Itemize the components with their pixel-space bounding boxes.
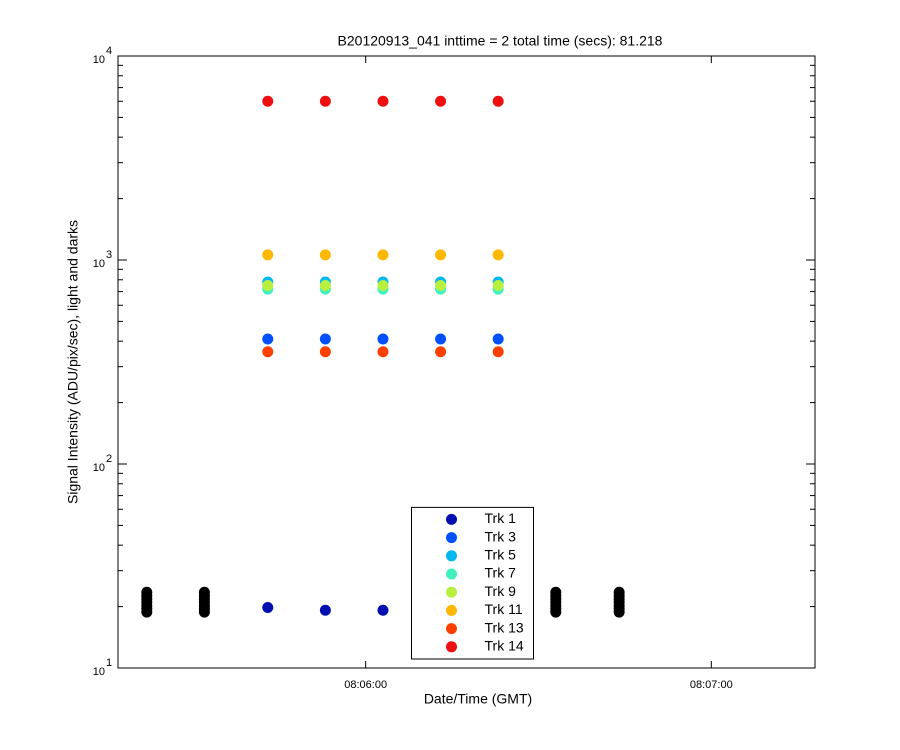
legend-label: Trk 3 (485, 528, 517, 544)
point (377, 346, 389, 358)
point (377, 604, 389, 616)
point (492, 249, 504, 261)
point (435, 333, 447, 345)
legend-label: Trk 5 (485, 547, 517, 563)
legend-label: Trk 11 (485, 601, 523, 617)
point (319, 279, 331, 291)
y-tick-exponent: 4 (106, 45, 112, 57)
y-tick-exponent: 1 (106, 657, 112, 669)
point (377, 333, 389, 345)
y-tick-label: 10 (93, 462, 105, 474)
legend-box (411, 506, 534, 660)
x-tick-label: 08:06:00 (344, 679, 387, 691)
point (141, 586, 153, 598)
legend-marker (446, 623, 457, 635)
point (492, 279, 504, 291)
point (262, 601, 274, 613)
y-tick-label: 10 (93, 54, 105, 66)
legend-label: Trk 7 (485, 565, 517, 581)
point (377, 95, 389, 107)
point (262, 279, 274, 291)
point (550, 586, 562, 598)
legend-marker (446, 550, 457, 562)
point (492, 333, 504, 345)
point (377, 279, 389, 291)
point (319, 333, 331, 345)
point (262, 346, 274, 358)
legend-label: Trk 13 (485, 619, 524, 635)
y-tick-label: 10 (93, 666, 105, 678)
x-tick-label: 08:07:00 (690, 679, 733, 691)
legend-label: Trk 9 (485, 583, 517, 599)
legend-marker (446, 586, 457, 598)
legend-marker (446, 641, 457, 653)
point (435, 346, 447, 358)
point (435, 249, 447, 261)
point (492, 346, 504, 358)
point (198, 586, 210, 598)
y-tick-exponent: 3 (106, 249, 112, 261)
point (435, 279, 447, 291)
point (435, 95, 447, 107)
legend-marker (446, 532, 457, 544)
legend-label: Trk 14 (485, 638, 524, 654)
point (492, 95, 504, 107)
point (262, 95, 274, 107)
point (262, 249, 274, 261)
legend-marker (446, 604, 457, 616)
point (377, 249, 389, 261)
chart-title: B20120913_041 inttime = 2 total time (se… (338, 33, 663, 49)
x-axis-label: Date/Time (GMT) (424, 691, 532, 707)
y-axis-label: Signal Intensity (ADU/pix/sec), light an… (65, 220, 81, 504)
point (319, 95, 331, 107)
point (262, 333, 274, 345)
y-tick-exponent: 2 (106, 453, 112, 465)
point (319, 604, 331, 616)
legend-marker (446, 513, 457, 525)
y-tick-label: 10 (93, 258, 105, 270)
point (613, 586, 625, 598)
legend-label: Trk 1 (485, 510, 517, 526)
point (319, 346, 331, 358)
legend-marker (446, 568, 457, 580)
point (319, 249, 331, 261)
